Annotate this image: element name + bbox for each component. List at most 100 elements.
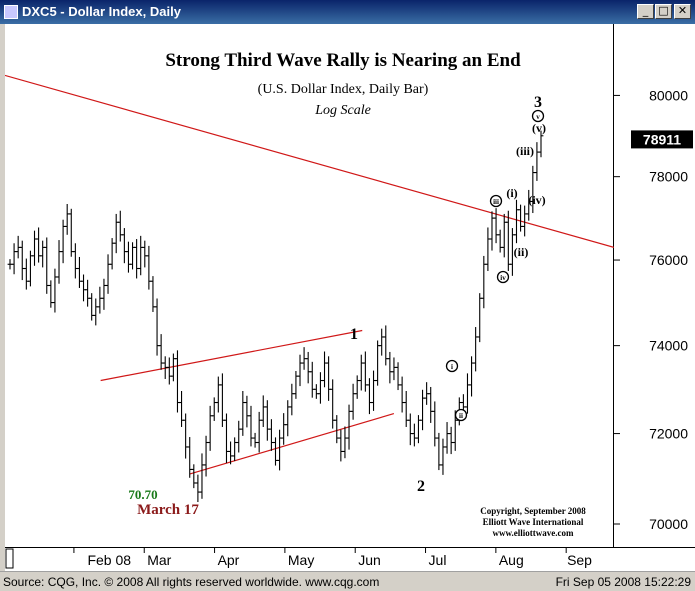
ohlc-bar xyxy=(101,278,107,310)
timestamp-text: Fri Sep 05 2008 15:22:29 xyxy=(555,575,691,589)
circled-iv-label: iv xyxy=(500,274,506,282)
x-tick-label: Jun xyxy=(358,552,381,568)
chart-subtitle: (U.S. Dollar Index, Daily Bar) xyxy=(258,82,429,97)
ohlc-bar xyxy=(350,383,356,420)
ohlc-bar xyxy=(322,351,327,388)
ohlc-bar xyxy=(469,356,474,397)
ohlc-bar xyxy=(391,357,397,381)
ohlc-bar xyxy=(126,241,131,273)
low-value-label: 70.70 xyxy=(128,487,157,502)
ohlc-bar xyxy=(277,429,282,471)
circled-iii-label: iii xyxy=(493,198,499,206)
ohlc-bar xyxy=(52,268,58,313)
ohlc-bar xyxy=(354,375,360,399)
ohlc-bar xyxy=(501,213,507,258)
ohlc-bar xyxy=(342,426,348,459)
ohlc-bar xyxy=(64,203,70,235)
close-button[interactable]: ✕ xyxy=(674,4,691,19)
app-icon xyxy=(4,5,18,19)
ohlc-bar xyxy=(367,378,372,415)
ohlc-bar xyxy=(297,354,303,387)
channel-upper-line xyxy=(100,329,363,382)
y-tick-label: 74000 xyxy=(649,338,688,354)
y-tick-label: 80000 xyxy=(649,87,688,103)
ohlc-bar xyxy=(224,413,229,464)
ohlc-bar xyxy=(399,376,405,413)
ohlc-bar xyxy=(444,422,450,454)
circled-v-marker xyxy=(531,109,545,123)
x-tick-label: Jul xyxy=(429,552,447,568)
scroll-handle[interactable] xyxy=(5,548,14,569)
ohlc-bar xyxy=(158,334,164,370)
ohlc-bar xyxy=(522,205,528,237)
ohlc-bar xyxy=(301,347,307,370)
copyright-line-1: Copyright, September 2008 xyxy=(480,506,586,516)
x-tick-label: Aug xyxy=(499,552,524,568)
copyright-line-2: Elliott Wave International xyxy=(483,517,584,527)
ohlc-bar xyxy=(485,227,491,272)
minimize-button[interactable]: _ xyxy=(637,4,654,19)
ohlc-bar xyxy=(375,340,381,386)
ohlc-bar xyxy=(240,390,246,436)
ohlc-bar xyxy=(318,372,323,404)
ohlc-bar xyxy=(534,142,540,181)
ohlc-bar xyxy=(203,435,209,477)
ohlc-bar xyxy=(142,240,148,268)
ohlc-bar xyxy=(232,437,238,462)
ohlc-bar xyxy=(15,235,21,259)
circled-ii-marker xyxy=(454,408,468,422)
ohlc-bar xyxy=(313,384,319,399)
ohlc-bar xyxy=(105,254,111,294)
wave-label-3: 3 xyxy=(534,94,542,111)
ohlc-bar xyxy=(338,429,344,462)
ohlc-bar xyxy=(68,208,74,257)
ohlc-bar xyxy=(252,432,258,448)
x-axis-panel[interactable]: Feb 08 Mar Apr May Jun Jul Aug Sep xyxy=(5,547,695,571)
ohlc-bar xyxy=(244,395,250,428)
x-tick-label: Sep xyxy=(567,552,592,568)
trendlines xyxy=(4,74,615,475)
ohlc-bar xyxy=(121,228,127,264)
y-tick-label: 76000 xyxy=(649,252,688,268)
ohlc-bar xyxy=(293,371,299,399)
ohlc-bar xyxy=(289,383,295,416)
ohlc-bar xyxy=(497,229,503,253)
x-tick-label: Apr xyxy=(218,552,240,568)
x-axis-svg: Feb 08 Mar Apr May Jun Jul Aug Sep xyxy=(5,548,592,569)
ohlc-bar xyxy=(19,240,25,281)
ohlc-bar xyxy=(285,400,291,437)
copyright-line-3: www.elliottwave.com xyxy=(493,528,574,538)
ohlc-bar xyxy=(256,411,262,453)
ohlc-bar xyxy=(465,373,470,414)
ohlc-bar xyxy=(97,286,103,314)
ohlc-bar xyxy=(330,379,336,429)
ohlc-bar xyxy=(428,386,434,423)
ohlc-bar xyxy=(56,240,62,284)
wave-label-i: (i) xyxy=(506,186,517,200)
wave-label-iii: (iii) xyxy=(516,144,534,158)
ohlc-bar xyxy=(514,199,519,244)
ohlc-bar xyxy=(477,293,483,343)
status-bar: Source: CQG, Inc. © 2008 All rights rese… xyxy=(0,571,695,591)
maximize-button[interactable]: □ xyxy=(655,4,672,19)
ohlc-bar xyxy=(93,298,99,326)
ohlc-bar xyxy=(403,390,409,427)
circled-iii-marker xyxy=(489,194,503,208)
ohlc-bar xyxy=(538,130,544,158)
ohlc-bar xyxy=(89,293,95,321)
circled-iv-marker xyxy=(496,270,510,284)
y-tick-label: 78000 xyxy=(649,169,688,185)
ohlc-bar xyxy=(379,328,385,356)
ohlc-bar xyxy=(407,413,413,446)
wave-label-v: (v) xyxy=(532,121,546,135)
title-bar[interactable]: DXC5 - Dollar Index, Daily _ □ ✕ xyxy=(0,0,695,24)
ohlc-bar xyxy=(23,258,29,290)
ohlc-bar xyxy=(387,351,393,384)
ohlc-bar xyxy=(440,438,446,475)
chart-plot-area[interactable]: Strong Third Wave Rally is Nearing an En… xyxy=(4,24,615,547)
ohlc-bar xyxy=(183,413,189,459)
ohlc-bar xyxy=(77,256,82,288)
ohlc-bar xyxy=(60,219,66,264)
ohlc-bar xyxy=(199,453,205,499)
